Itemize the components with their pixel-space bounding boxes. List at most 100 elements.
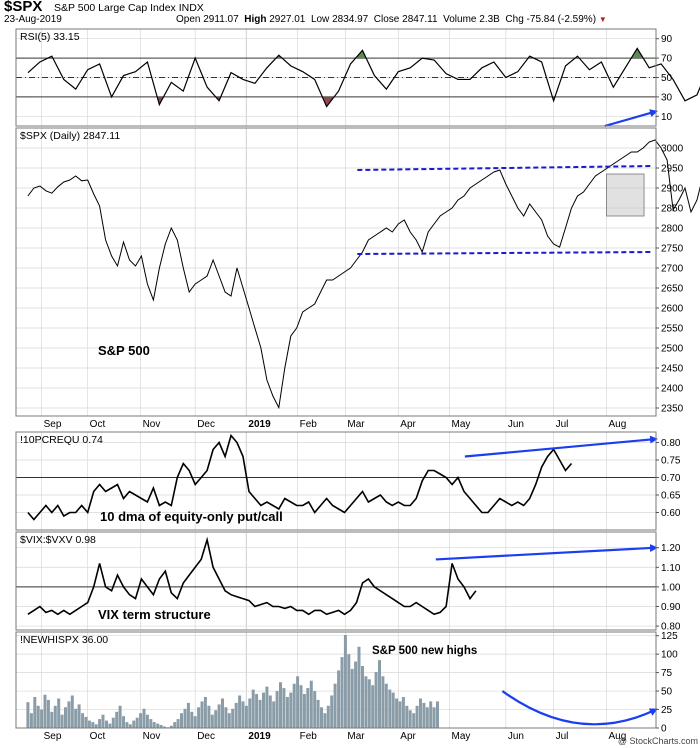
newhighs-bar (159, 725, 163, 728)
x-axis-label-jul: Jul (556, 731, 569, 742)
newhighs-bar (357, 646, 361, 728)
newhighs-bar (132, 720, 136, 728)
rsi-panel-title: RSI(5) 33.15 (20, 31, 80, 43)
newhighs-bar (262, 692, 265, 728)
chg-label: Chg (505, 14, 524, 25)
open-value: 2911.07 (203, 14, 239, 25)
rsi-trend-arrow (604, 109, 658, 128)
vix-y-tick-label: 1.00 (661, 582, 681, 593)
rsi-y-tick-label: 10 (661, 112, 673, 123)
x-axis-label-apr: Apr (400, 419, 416, 430)
newhighs-bar (115, 711, 119, 728)
security-name: S&P 500 Large Cap Index INDX (54, 2, 204, 14)
newhighs-bar (395, 698, 399, 728)
newhighs-bar (43, 694, 47, 728)
x-axis-label-2019: 2019 (248, 419, 271, 430)
x-axis-label-jun: Jun (508, 731, 524, 742)
spx-y-tick-label: 2400 (661, 384, 684, 395)
chg-value: -75.84 (-2.59%) (526, 14, 597, 25)
newhighs-bar (203, 697, 207, 728)
newhighs-bar (419, 698, 422, 728)
newhighs-bar (118, 705, 122, 728)
newhighs-bar (94, 724, 98, 728)
spx-panel-title: $SPX (Daily) 2847.11 (20, 130, 120, 142)
x-axis-label-mar: Mar (347, 731, 365, 742)
rsi-y-tick-label: 70 (661, 54, 673, 65)
rsi-y-tick-label: 50 (661, 73, 673, 84)
newhighs-bar (354, 661, 358, 728)
spx-y-tick-label: 2950 (661, 164, 684, 175)
putcall-y-tick-label: 0.70 (661, 473, 681, 484)
newhighs-bar (176, 719, 180, 728)
spx-y-tick-label: 2700 (661, 264, 684, 275)
newhighs-bar (46, 699, 50, 728)
ticker-symbol: $SPX (4, 0, 43, 15)
newhighs-bar (302, 694, 306, 728)
newhighs-bar (98, 719, 102, 728)
spx-y-tick-label: 2550 (661, 324, 684, 335)
x-axis-label-2019: 2019 (248, 731, 271, 742)
spx-y-tick-label: 2500 (661, 344, 684, 355)
newhighs-bar (350, 668, 354, 728)
newhighs-y-tick-label: 100 (661, 650, 678, 661)
newhighs-bar (238, 695, 242, 728)
newhighs-bar (279, 682, 282, 728)
resistance-dashed-line (357, 165, 653, 171)
newhighs-bar (309, 680, 313, 728)
newhighs-bar (84, 716, 88, 728)
newhighs-bar (361, 666, 364, 728)
putcall-panel-title: !10PCREQU 0.74 (20, 434, 103, 446)
newhighs-bar (320, 707, 323, 728)
newhighs-bar (241, 701, 245, 728)
quote-date: 23-Aug-2019 (4, 14, 62, 25)
newhighs-bar (207, 705, 211, 728)
x-axis-label-apr: Apr (400, 731, 416, 742)
vix-y-tick-label: 1.10 (661, 563, 681, 574)
newhighs-bar (91, 722, 95, 728)
newhighs-bar (234, 702, 238, 728)
spx-annotation-text: S&P 500 (98, 343, 150, 358)
newhighs-bar (101, 714, 105, 728)
x-axis-label-oct: Oct (90, 731, 106, 742)
x-axis-label-sep: Sep (44, 419, 62, 430)
axes-layer: 10 30 50 70 90 RSI(5) 33.15 2350 2400 2450 2500 25… (15, 28, 684, 742)
putcall-trend-arrow (464, 435, 658, 458)
newhighs-bar (26, 702, 30, 728)
low-value: 2834.97 (332, 14, 369, 25)
newhighs-bar (190, 711, 194, 728)
newhighs-bar (405, 705, 409, 728)
spx-y-tick-label: 2800 (661, 224, 684, 235)
newhighs-bar (412, 713, 416, 728)
newhighs-bar (149, 719, 153, 728)
vix-trend-arrow (435, 544, 658, 561)
newhighs-bar (122, 716, 125, 728)
newhighs-bar (145, 714, 149, 728)
newhighs-bar (251, 689, 255, 728)
x-axis-label-jun: Jun (508, 419, 524, 430)
newhighs-bar (378, 660, 381, 728)
newhighs-bar (333, 683, 337, 728)
newhighs-bar (415, 705, 419, 728)
spx-panel-frame (15, 127, 657, 417)
newhighs-bar (244, 705, 248, 728)
newhighs-bar (330, 695, 334, 728)
newhighs-bar (74, 708, 78, 728)
putcall-y-tick-label: 0.65 (661, 491, 681, 502)
newhighs-bar (105, 720, 108, 728)
spx-series-line (27, 139, 700, 410)
newhighs-bar (183, 708, 187, 728)
x-axis-label-may: May (451, 731, 470, 742)
newhighs-bar (197, 707, 201, 728)
newhighs-bar (64, 707, 67, 728)
newhighs-bar (258, 699, 262, 728)
annotation-layer: S&P 500 10 dma of equity-only put/call VIX… (98, 109, 658, 726)
newhighs-bar (57, 698, 61, 728)
newhighs-annotation-text: S&P 500 new highs (372, 645, 477, 657)
newhighs-bar (388, 689, 392, 728)
newhighs-bar (316, 699, 320, 728)
newhighs-bar (313, 691, 317, 728)
putcall-panel-frame (15, 431, 657, 531)
x-axis-label-dec: Dec (197, 731, 215, 742)
newhighs-bar (111, 717, 115, 728)
